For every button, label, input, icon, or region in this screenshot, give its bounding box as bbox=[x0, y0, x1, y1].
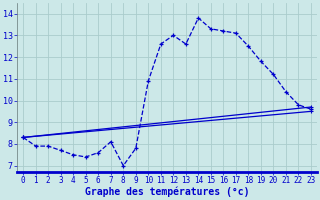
X-axis label: Graphe des températures (°c): Graphe des températures (°c) bbox=[85, 187, 249, 197]
